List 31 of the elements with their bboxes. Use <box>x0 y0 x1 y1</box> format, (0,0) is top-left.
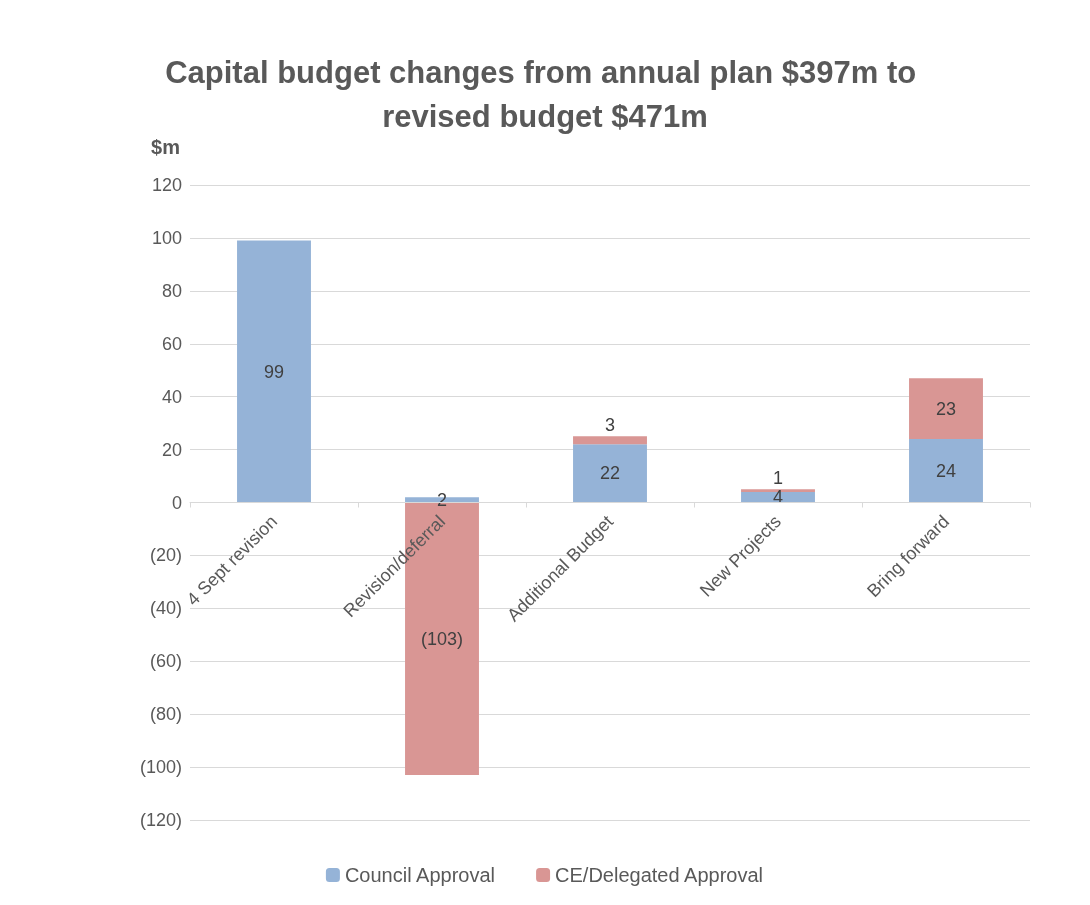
bar <box>237 240 311 503</box>
y-tick-label: 0 <box>171 492 182 513</box>
data-label: 24 <box>935 460 957 481</box>
data-label: 3 <box>604 415 616 436</box>
data-label: (103) <box>420 628 464 649</box>
y-tick-label: (80) <box>149 704 182 725</box>
bar <box>909 439 983 503</box>
y-tick-label: (40) <box>149 598 182 619</box>
y-tick-label: (120) <box>139 810 182 830</box>
data-label: 23 <box>935 398 957 419</box>
y-tick-label: 80 <box>161 280 182 301</box>
y-tick-label: 20 <box>161 439 182 460</box>
legend-label: Council Approval <box>344 864 495 886</box>
chart-title: Capital budget changes from annual plan $397m to revised budget $471m <box>165 54 925 134</box>
y-tick-label: 40 <box>161 386 182 407</box>
y-axis-title: $m <box>151 136 180 158</box>
y-tick-label: (100) <box>139 757 182 778</box>
data-label: 22 <box>599 463 621 484</box>
y-tick-label: (60) <box>149 651 182 672</box>
bar <box>741 489 815 492</box>
data-label: 99 <box>263 361 285 382</box>
y-tick-label: 100 <box>151 227 182 248</box>
data-label: 1 <box>772 468 784 489</box>
data-label: 4 <box>772 487 784 508</box>
y-tick-label: 120 <box>151 175 182 195</box>
bar <box>909 378 983 439</box>
bar <box>573 444 647 503</box>
bar <box>573 436 647 445</box>
y-tick-label: (20) <box>149 545 182 566</box>
y-tick-label: 60 <box>161 333 182 354</box>
legend-label: CE/Delegated Approval <box>555 864 764 886</box>
